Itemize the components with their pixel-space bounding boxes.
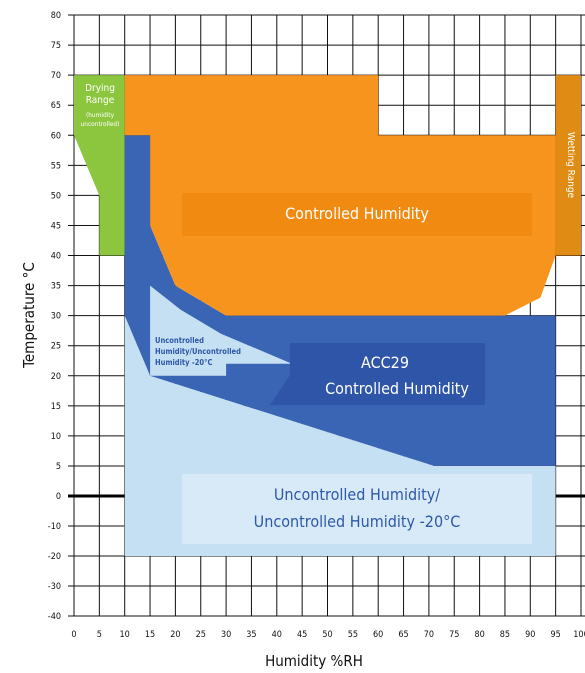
y-tick-label-11: 25: [51, 342, 61, 352]
x-tick-label-19: 95: [550, 630, 560, 640]
x-tick-label-4: 20: [170, 630, 180, 640]
y-tick-label-4: 60: [51, 131, 61, 141]
x-tick-label-0: 0: [71, 630, 76, 640]
x-axis-ticks: 0 5 10 15 20 25 30 35 40 45 50 55 60 65 70 75 80 85 90 95 10…: [71, 630, 585, 640]
region-uncontrolled-humidity-small: [150, 285, 292, 376]
x-tick-label-8: 40: [272, 630, 282, 640]
y-tick-label-7: 45: [51, 221, 61, 231]
y-tick-label-3: 65: [51, 101, 61, 111]
y-tick-label-2: 70: [51, 71, 61, 81]
y-tick-label-9: 35: [51, 282, 61, 292]
controlled-humidity-label-box: [182, 193, 532, 236]
y-tick-label-15: 5: [56, 462, 61, 472]
y-tick-label-10: 30: [51, 312, 61, 322]
label-boxes: [182, 193, 532, 544]
region-wetting-range: [555, 75, 581, 256]
x-tick-label-5: 25: [196, 630, 206, 640]
x-tick-label-20: 100: [573, 630, 585, 640]
controlled-humidity-label: Controlled Humidity: [285, 204, 429, 223]
y-tick-label-17: -10: [48, 522, 61, 532]
x-tick-label-14: 70: [424, 630, 434, 640]
y-tick-label-8: 40: [51, 252, 61, 262]
acc29-label-line-1: ACC29: [361, 353, 409, 372]
x-tick-label-16: 80: [474, 630, 484, 640]
small-uncontrolled-label-line-1: Uncontrolled: [155, 336, 204, 345]
x-tick-label-9: 45: [297, 630, 307, 640]
y-tick-label-1: 75: [51, 41, 61, 51]
y-tick-label-12: 20: [51, 372, 61, 382]
drying-range-sublabel-line-2: uncontrolled): [81, 120, 120, 128]
y-tick-label-6: 50: [51, 191, 61, 201]
wetting-range-label: Wetting Range: [565, 132, 576, 199]
x-tick-label-7: 35: [246, 630, 256, 640]
x-tick-label-18: 90: [525, 630, 535, 640]
y-tick-label-16: 0: [56, 492, 61, 502]
uncontrolled-humidity-label-line-1: Uncontrolled Humidity/: [274, 485, 440, 504]
x-tick-label-6: 30: [221, 630, 231, 640]
small-uncontrolled-label-line-3: Humidity -20°C: [155, 358, 212, 367]
x-tick-label-12: 60: [373, 630, 383, 640]
y-axis-ticks: 80757065605550454035302520151050-10-20-3…: [48, 11, 61, 622]
y-tick-label-0: 80: [51, 11, 61, 21]
x-tick-label-3: 15: [145, 630, 155, 640]
x-tick-label-13: 65: [398, 630, 408, 640]
small-uncontrolled-label-line-2: Humidity/Uncontrolled: [155, 347, 241, 356]
y-tick-label-5: 55: [51, 161, 61, 171]
drying-range-label-line-1: Drying: [85, 83, 115, 94]
region-drying-range: [74, 75, 125, 256]
y-tick-label-18: -20: [48, 552, 61, 562]
drying-range-label-line-2: Range: [86, 95, 115, 106]
y-tick-label-19: -30: [48, 582, 61, 592]
y-tick-label-14: 10: [51, 432, 61, 442]
uncontrolled-humidity-label-box: [182, 474, 532, 544]
x-tick-label-11: 55: [348, 630, 358, 640]
x-tick-label-10: 50: [322, 630, 332, 640]
uncontrolled-humidity-label-line-2: Uncontrolled Humidity -20°C: [254, 512, 461, 531]
x-tick-label-2: 10: [120, 630, 130, 640]
x-tick-label-1: 5: [97, 630, 102, 640]
x-tick-label-15: 75: [449, 630, 459, 640]
acc29-label-line-2: Controlled Humidity: [325, 379, 469, 398]
y-tick-label-20: -40: [48, 612, 61, 622]
drying-range-sublabel-line-1: (humidity: [86, 111, 115, 119]
acc29-label-box: [270, 343, 485, 405]
x-axis-title: Humidity %RH: [265, 652, 363, 670]
y-tick-label-13: 15: [51, 402, 61, 412]
x-tick-label-17: 85: [500, 630, 510, 640]
y-axis-title: Temperature °C: [20, 262, 38, 369]
